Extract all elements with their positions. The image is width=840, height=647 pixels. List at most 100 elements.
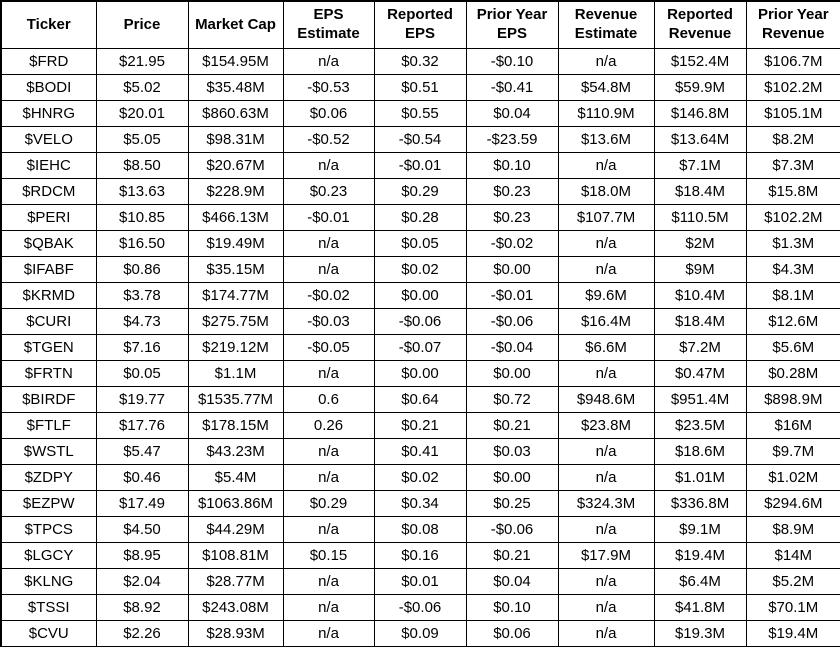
ticker-cell: $WSTL xyxy=(0,438,97,465)
table-cell: $9.7M xyxy=(745,438,840,465)
table-cell: $23.5M xyxy=(653,412,747,439)
table-row: $BODI $5.02 $35.48M -$0.53 $0.51 -$0.41 $54.8M… xyxy=(0,74,840,101)
table-cell: n/a xyxy=(557,620,655,647)
ticker-cell: $KLNG xyxy=(0,568,97,595)
table-cell: -$0.04 xyxy=(465,334,559,361)
column-header: Price xyxy=(95,0,189,49)
table-row: $QBAK $16.50 $19.49M n/a $0.05 -$0.02 n/a $2M $1… xyxy=(0,230,840,257)
table-row: $LGCY $8.95 $108.81M $0.15 $0.16 $0.21 $17.9M $… xyxy=(0,542,840,569)
table-row: $TPCS $4.50 $44.29M n/a $0.08 -$0.06 n/a $9.1M $… xyxy=(0,516,840,543)
table-cell: $0.29 xyxy=(373,178,467,205)
column-header: Prior Year Revenue xyxy=(745,0,840,49)
table-cell: $0.51 xyxy=(373,74,467,101)
table-cell: $41.8M xyxy=(653,594,747,621)
table-cell: $106.7M xyxy=(745,48,840,75)
table-cell: $0.02 xyxy=(373,464,467,491)
table-row: $EZPW $17.49 $1063.86M $0.29 $0.34 $0.25 $324.… xyxy=(0,490,840,517)
table-row: $KRMD $3.78 $174.77M -$0.02 $0.00 -$0.01 $9.6M… xyxy=(0,282,840,309)
table-cell: n/a xyxy=(282,620,375,647)
ticker-cell: $VELO xyxy=(0,126,97,153)
ticker-cell: $TPCS xyxy=(0,516,97,543)
table-cell: n/a xyxy=(557,48,655,75)
table-cell: $2.26 xyxy=(95,620,189,647)
table-cell: n/a xyxy=(282,360,375,387)
ticker-cell: $TSSI xyxy=(0,594,97,621)
table-cell: $0.23 xyxy=(465,204,559,231)
table-cell: $0.21 xyxy=(465,542,559,569)
column-header: Prior Year EPS xyxy=(465,0,559,49)
ticker-cell: $FTLF xyxy=(0,412,97,439)
table-cell: $18.4M xyxy=(653,308,747,335)
table-cell: n/a xyxy=(557,568,655,595)
table-cell: $16.50 xyxy=(95,230,189,257)
table-cell: n/a xyxy=(557,594,655,621)
table-cell: $70.1M xyxy=(745,594,840,621)
table-cell: -$0.53 xyxy=(282,74,375,101)
table-cell: -$0.02 xyxy=(465,230,559,257)
table-cell: $23.8M xyxy=(557,412,655,439)
table-cell: $16.4M xyxy=(557,308,655,335)
ticker-cell: $BIRDF xyxy=(0,386,97,413)
table-cell: $54.8M xyxy=(557,74,655,101)
table-row: $CURI $4.73 $275.75M -$0.03 -$0.06 -$0.06 $16.… xyxy=(0,308,840,335)
table-row: $BIRDF $19.77 $1535.77M 0.6 $0.64 $0.72 $948.6… xyxy=(0,386,840,413)
table-cell: n/a xyxy=(557,152,655,179)
table-cell: $0.16 xyxy=(373,542,467,569)
table-cell: $10.85 xyxy=(95,204,189,231)
table-cell: -$0.05 xyxy=(282,334,375,361)
table-cell: $336.8M xyxy=(653,490,747,517)
table-cell: $0.28 xyxy=(373,204,467,231)
table-cell: -$0.06 xyxy=(373,594,467,621)
table-cell: $898.9M xyxy=(745,386,840,413)
table-cell: $9.1M xyxy=(653,516,747,543)
table-cell: $110.5M xyxy=(653,204,747,231)
table-cell: $18.4M xyxy=(653,178,747,205)
table-cell: n/a xyxy=(282,464,375,491)
ticker-cell: $ZDPY xyxy=(0,464,97,491)
ticker-cell: $LGCY xyxy=(0,542,97,569)
table-row: $ZDPY $0.46 $5.4M n/a $0.02 $0.00 n/a $1.01M $1.… xyxy=(0,464,840,491)
table-cell: $8.2M xyxy=(745,126,840,153)
ticker-cell: $PERI xyxy=(0,204,97,231)
table-cell: $107.7M xyxy=(557,204,655,231)
table-cell: $110.9M xyxy=(557,100,655,127)
table-row: $FRTN $0.05 $1.1M n/a $0.00 $0.00 n/a $0.47M $0.… xyxy=(0,360,840,387)
table-cell: $1.3M xyxy=(745,230,840,257)
table-cell: $4.50 xyxy=(95,516,189,543)
table-row: $CVU $2.26 $28.93M n/a $0.09 $0.06 n/a $19.3M $1… xyxy=(0,620,840,647)
table-cell: -$0.03 xyxy=(282,308,375,335)
table-cell: $1.01M xyxy=(653,464,747,491)
table-cell: n/a xyxy=(282,568,375,595)
table-cell: $0.10 xyxy=(465,152,559,179)
table-row: $TGEN $7.16 $219.12M -$0.05 -$0.07 -$0.04 $6.6… xyxy=(0,334,840,361)
ticker-cell: $FRD xyxy=(0,48,97,75)
table-cell: -$0.10 xyxy=(465,48,559,75)
table-cell: $9M xyxy=(653,256,747,283)
table-cell: -$0.01 xyxy=(465,282,559,309)
table-cell: $0.46 xyxy=(95,464,189,491)
table-cell: $466.13M xyxy=(187,204,284,231)
table-cell: $19.77 xyxy=(95,386,189,413)
column-header: Ticker xyxy=(0,0,97,49)
table-cell: $15.8M xyxy=(745,178,840,205)
table-cell: n/a xyxy=(282,230,375,257)
ticker-cell: $CURI xyxy=(0,308,97,335)
table-cell: $243.08M xyxy=(187,594,284,621)
table-row: $FRD $21.95 $154.95M n/a $0.32 -$0.10 n/a $152.… xyxy=(0,48,840,75)
table-cell: $5.2M xyxy=(745,568,840,595)
table-cell: n/a xyxy=(282,256,375,283)
table-cell: $8.50 xyxy=(95,152,189,179)
table-cell: $19.4M xyxy=(653,542,747,569)
table-cell: $4.73 xyxy=(95,308,189,335)
table-cell: $1.02M xyxy=(745,464,840,491)
table-row: $HNRG $20.01 $860.63M $0.06 $0.55 $0.04 $110.9… xyxy=(0,100,840,127)
ticker-cell: $CVU xyxy=(0,620,97,647)
table-cell: $0.21 xyxy=(465,412,559,439)
table-cell: n/a xyxy=(282,152,375,179)
table-cell: $98.31M xyxy=(187,126,284,153)
table-cell: $13.6M xyxy=(557,126,655,153)
table-cell: $18.6M xyxy=(653,438,747,465)
table-cell: $0.32 xyxy=(373,48,467,75)
table-cell: $0.28M xyxy=(745,360,840,387)
